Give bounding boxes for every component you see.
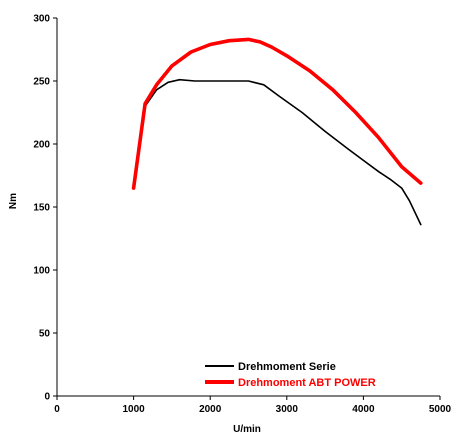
series-group (131, 37, 423, 226)
x-tick-label: 1000 (122, 404, 145, 415)
legend-label-serie: Drehmoment Serie (238, 361, 336, 373)
x-tick-label: 4000 (352, 404, 375, 415)
y-tick-label: 150 (33, 203, 50, 214)
x-tick-label: 2000 (199, 404, 222, 415)
x-tick-label: 5000 (429, 404, 451, 415)
y-axis-title: Nm (8, 193, 19, 209)
legend-label-abt-power: Drehmoment ABT POWER (238, 377, 376, 389)
y-tick-label: 250 (33, 77, 50, 88)
legend: Drehmoment Serie Drehmoment ABT POWER (205, 361, 376, 389)
y-tick-label: 50 (39, 329, 51, 340)
x-axis-title: U/min (233, 424, 261, 435)
x-axis-ticks: 0 1000 2000 3000 4000 5000 (54, 396, 451, 415)
y-tick-label: 200 (33, 140, 50, 151)
y-axis-ticks: 0 50 100 150 200 250 300 (33, 14, 57, 403)
x-tick-label: 3000 (276, 404, 299, 415)
y-tick-label: 0 (44, 392, 50, 403)
y-tick-label: 100 (33, 266, 50, 277)
series-line-serie (132, 78, 422, 226)
y-tick-label: 300 (33, 14, 50, 25)
series-line-abt-power (131, 37, 423, 190)
x-tick-label: 0 (54, 404, 60, 415)
